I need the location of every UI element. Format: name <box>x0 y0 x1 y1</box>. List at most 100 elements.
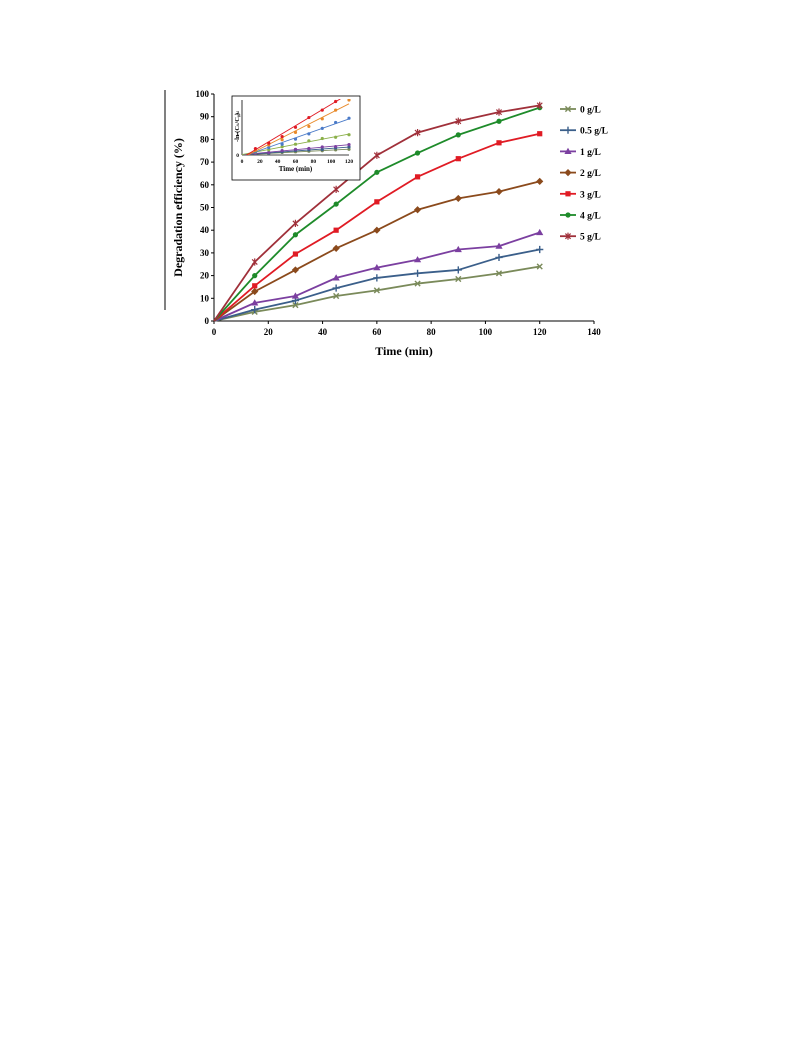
x-tick-label: 80 <box>427 327 437 337</box>
legend: 0 g/L 0.5 g/L 1 g/L 2 g/L 3 g/L 4 g/L 5 g/L <box>560 106 608 243</box>
data-point <box>373 226 381 234</box>
data-point <box>536 177 544 185</box>
data-point <box>373 274 381 282</box>
inset-data-point <box>280 142 284 146</box>
inset-data-point <box>320 126 324 130</box>
x-tick-label: 120 <box>533 327 547 337</box>
series-0-5-g-l <box>213 245 544 322</box>
data-point <box>251 299 259 306</box>
chart-catalyst-dosage: 0 20 40 60 80 100 120 1400102030405060708090100… <box>164 89 608 358</box>
legend-label: 5 g/L <box>580 233 601 243</box>
legend-item: 0 g/L <box>560 106 601 116</box>
series-5-g-l <box>213 101 543 322</box>
inset-y-axis-title: -ln (Cₜ/C₀) <box>234 113 241 142</box>
x-tick-labels: 0 20 40 60 80 100 120 140 <box>212 321 601 337</box>
inset-data-point <box>293 147 298 151</box>
inset-data-point <box>280 148 284 153</box>
x-tick-label: 40 <box>318 327 328 337</box>
y-axis-title: Degradation efficiency (%) <box>171 138 185 277</box>
inset-x-tick-label: 0 <box>241 159 244 165</box>
series-3-g-l <box>213 131 543 322</box>
data-point <box>455 275 462 283</box>
inset-x-axis-title: Time (min) <box>279 165 313 173</box>
data-point <box>252 283 258 289</box>
data-point <box>536 101 543 109</box>
y-tick-label: 0 <box>205 316 210 326</box>
y-tick-label: 50 <box>200 203 210 213</box>
data-point <box>292 219 299 227</box>
y-tick-label: 90 <box>200 112 210 122</box>
y-tick-label: 80 <box>200 134 210 144</box>
inset-data-point <box>293 125 298 129</box>
inset-data-point <box>334 135 338 139</box>
inset-series-5-g-l <box>245 90 350 155</box>
data-point <box>373 287 380 294</box>
data-point <box>536 263 543 270</box>
legend-label: 1 g/L <box>580 148 601 158</box>
inset-chart: 0 20 40 60 80 100 120 0 1 2 Time (min) -ln (Cₜ/C₀) <box>231 90 361 181</box>
chart-initial-concentration <box>160 706 620 981</box>
legend-label: 4 g/L <box>580 212 601 222</box>
y-tick-label: 60 <box>200 180 210 190</box>
inset-data-point <box>267 150 271 155</box>
inset-data-point <box>347 147 351 151</box>
inset-data-point <box>320 147 324 152</box>
data-point <box>332 284 340 292</box>
inset-data-point <box>347 90 350 93</box>
y-tick-label: 20 <box>200 271 210 281</box>
data-point <box>496 140 502 146</box>
inset-data-point <box>334 120 338 125</box>
legend-marker <box>564 169 572 177</box>
data-point <box>374 199 380 205</box>
inset-data-point <box>347 145 351 149</box>
x-tick-label: 0 <box>212 327 217 337</box>
data-point <box>496 118 502 124</box>
series-1-g-l <box>213 228 544 322</box>
inset-data-point <box>307 146 311 151</box>
data-point <box>374 169 380 175</box>
data-point <box>373 264 381 271</box>
inset-y-tick-label: 2 <box>236 111 239 117</box>
data-point <box>333 201 339 207</box>
data-point <box>536 228 544 236</box>
y-tick-label: 30 <box>200 248 210 258</box>
data-point <box>536 245 544 254</box>
inset-plot-area <box>242 90 351 155</box>
data-point <box>414 174 421 180</box>
data-point <box>413 206 422 214</box>
inset-data-point <box>253 147 257 151</box>
data-point <box>495 242 503 249</box>
legend-label: 3 g/L <box>580 190 601 200</box>
inset-y-tick-label: 0 <box>236 153 239 159</box>
inset-data-point <box>320 136 324 141</box>
legend-item: 0.5 g/L <box>560 126 608 137</box>
data-point <box>333 292 340 300</box>
inset-data-point <box>347 99 351 102</box>
inset-data-point <box>347 116 351 120</box>
legend-item: 3 g/L <box>560 190 601 200</box>
data-point <box>414 280 421 287</box>
y-tick-label: 10 <box>200 293 210 303</box>
inset-data-point <box>347 143 351 147</box>
data-point <box>291 266 300 274</box>
data-point <box>332 274 340 281</box>
data-point <box>537 131 543 137</box>
inset-x-tick-label: 40 <box>275 159 281 165</box>
inset-data-point <box>320 108 324 112</box>
legend-marker <box>564 105 572 113</box>
series-0-g-l <box>213 263 543 322</box>
data-point <box>495 253 503 262</box>
data-point <box>495 188 503 196</box>
data-point <box>455 117 462 125</box>
x-axis-title: Time (min) <box>375 344 432 358</box>
data-point <box>454 194 462 203</box>
inset-data-point <box>307 132 311 136</box>
data-point <box>332 244 340 252</box>
data-point <box>414 128 421 137</box>
legend-item: 5 g/L <box>560 232 601 243</box>
x-tick-label: 100 <box>479 327 493 337</box>
inset-data-point <box>307 115 311 120</box>
data-point <box>413 256 422 263</box>
data-point <box>495 270 503 277</box>
inset-data-point <box>293 137 298 141</box>
